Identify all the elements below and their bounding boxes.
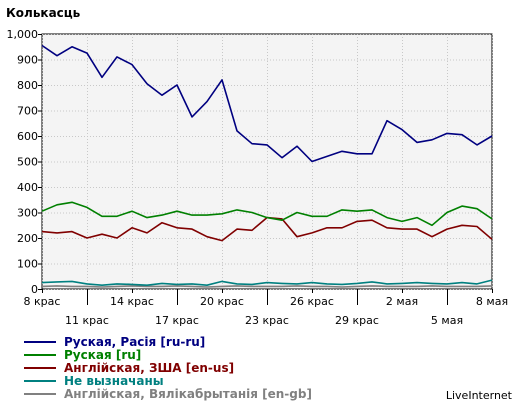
series-line [41, 279, 493, 287]
x-tick-label: 14 крас [110, 295, 154, 308]
legend-label: Не вызначаны [64, 374, 164, 388]
y-tick-label: 400 [17, 181, 38, 194]
y-tick-label: 0 [31, 283, 38, 296]
y-axis: 0 100 200 300 400 500 600 700 800 900 1,000 [7, 28, 42, 296]
series-lines [41, 44, 493, 288]
legend-label: Англійская, Вялікабрытанія [en-gb] [64, 387, 312, 401]
x-tick-label: 5 мая [431, 314, 463, 327]
y-tick-label: 100 [17, 258, 38, 271]
x-tick-label: 8 крас [24, 295, 61, 308]
x-tick-label: 8 мая [476, 295, 508, 308]
x-tick-label: 23 крас [245, 314, 289, 327]
x-tick-label: 26 крас [290, 295, 334, 308]
credit-label: LiveInternet [446, 389, 513, 402]
x-tick-label: 17 крас [155, 314, 199, 327]
y-tick-label: 800 [17, 79, 38, 92]
y-tick-label: 200 [17, 232, 38, 245]
legend-label: Англійская, ЗША [en-us] [64, 361, 234, 375]
x-tick-label: 11 крас [65, 314, 109, 327]
series-line [41, 285, 493, 288]
series-line [41, 44, 493, 163]
y-tick-label: 900 [17, 54, 38, 67]
x-tick-label: 2 мая [386, 295, 418, 308]
y-tick-label: 300 [17, 207, 38, 220]
y-tick-label: 500 [17, 156, 38, 169]
x-tick-label: 29 крас [335, 314, 379, 327]
y-tick-label: 700 [17, 105, 38, 118]
legend-label: Руская [ru] [64, 348, 141, 362]
y-tick-label: 600 [17, 130, 38, 143]
y-tick-label: 1,000 [7, 28, 39, 41]
x-tick-label: 20 крас [200, 295, 244, 308]
legend-label: Руская, Расія [ru-ru] [64, 335, 205, 349]
legend: Руская, Расія [ru-ru]Руская [ru]Англійск… [24, 335, 312, 401]
grid [42, 34, 493, 290]
series-line [41, 201, 493, 227]
chart-title: Колькасць [6, 6, 81, 20]
